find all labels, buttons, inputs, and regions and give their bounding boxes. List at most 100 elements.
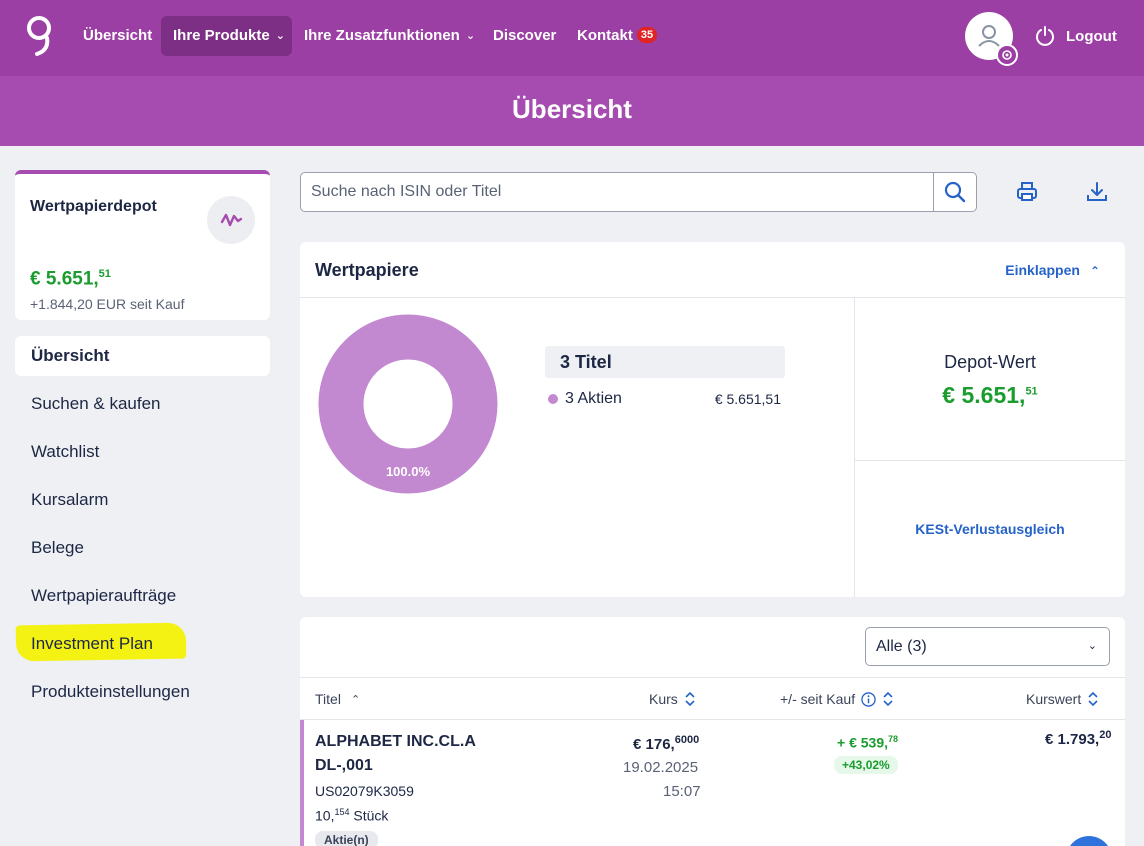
nav-uebersicht[interactable]: Übersicht: [71, 16, 164, 56]
sort-icon: [685, 691, 695, 707]
sidebar-item-label: Watchlist: [31, 442, 100, 461]
logout-button[interactable]: Logout: [1034, 22, 1117, 50]
sidebar-item-label: Wertpapieraufträge: [31, 586, 177, 605]
wertpapiere-card: Wertpapiere Einklappen ⌃ 100.0% 3 Titel 3…: [300, 242, 1125, 597]
logout-label: Logout: [1066, 27, 1117, 45]
depot-wert-main: € 5.651,: [942, 382, 1026, 408]
search-button[interactable]: [933, 173, 976, 211]
sidebar-item-label: Suchen & kaufen: [31, 394, 161, 413]
sidebar-item-produkteinstellungen[interactable]: Produkteinstellungen: [15, 672, 270, 712]
sort-asc-icon: ⌃: [350, 693, 361, 706]
nav-label: Ihre Zusatzfunktionen: [304, 27, 460, 44]
kurs-time: 15:07: [663, 783, 701, 800]
depot-wert-label: Depot-Wert: [944, 352, 1036, 372]
kurswert-value: € 1.793,20: [1045, 729, 1111, 748]
nav-ihre-produkte[interactable]: Ihre Produkte ⌄: [161, 16, 292, 56]
column-header-kurs[interactable]: Kurs: [649, 691, 696, 707]
quantity-unit: Stück: [349, 807, 389, 824]
isin: US02079K3059: [315, 783, 414, 799]
divider: [300, 297, 1125, 298]
gain-main: + € 539,: [837, 734, 888, 751]
notification-badge: 35: [636, 27, 658, 43]
power-icon: [1036, 26, 1054, 46]
sidebar-item-watchlist[interactable]: Watchlist: [15, 432, 270, 472]
divider: [300, 677, 1125, 678]
sidebar-item-uebersicht[interactable]: Übersicht: [15, 336, 270, 376]
column-header-plusminus[interactable]: +/- seit Kauf: [780, 691, 894, 707]
column-header-label: Titel: [315, 691, 341, 707]
kurs-value: € 176,6000: [633, 734, 699, 753]
info-icon[interactable]: [861, 691, 876, 707]
kurs-frac: 6000: [674, 734, 700, 746]
sidebar-item-label: Produkteinstellungen: [31, 682, 190, 701]
chevron-down-icon: ⌄: [275, 30, 285, 42]
nav-discover[interactable]: Discover: [481, 16, 568, 56]
collapse-label: Einklappen: [1005, 262, 1080, 278]
column-header-label: Kurswert: [1026, 691, 1082, 707]
donut-percent-label: 100.0%: [386, 464, 431, 479]
depot-value-cents: 51: [98, 268, 111, 280]
legend-label: 3 Aktien: [565, 390, 622, 407]
kurs-main: € 176,: [633, 736, 675, 753]
nav-label: Übersicht: [83, 27, 153, 44]
print-button[interactable]: [1013, 178, 1041, 206]
sidebar-item-label: Investment Plan: [31, 634, 153, 653]
sidebar-item-label: Übersicht: [31, 346, 110, 365]
column-header-label: Kurs: [649, 691, 678, 707]
user-icon: [978, 25, 1000, 47]
sidebar-item-wertpapierauftraege[interactable]: Wertpapieraufträge: [15, 576, 270, 616]
collapse-button[interactable]: Einklappen ⌃: [1005, 262, 1100, 278]
kurs-date: 19.02.2025: [623, 759, 699, 776]
security-name-line: ALPHABET INC.CL.A: [315, 733, 476, 750]
gain-frac: 78: [888, 734, 899, 744]
sidebar-item-label: Kursalarm: [31, 490, 109, 509]
depot-value-main: € 5.651,: [30, 268, 99, 290]
nav-label: Kontakt: [577, 27, 633, 44]
depot-wert-value: € 5.651,51: [855, 382, 1125, 409]
asset-type-tag: Aktie(n): [315, 831, 378, 846]
legend-value: € 5.651,51: [714, 391, 781, 407]
depot-summary-card[interactable]: Wertpapierdepot € 5.651,51 +1.844,20 EUR…: [15, 170, 270, 320]
sidebar-item-label: Belege: [31, 538, 84, 557]
nav-kontakt[interactable]: Kontakt 35: [565, 16, 669, 56]
depot-title: Wertpapierdepot: [30, 198, 157, 215]
brand-logo[interactable]: [25, 14, 55, 58]
sidebar-item-belege[interactable]: Belege: [15, 528, 270, 568]
row-category-bar: [300, 720, 304, 846]
asset-type-tag-label: Aktie(n): [315, 831, 378, 846]
depot-wert-cents: 51: [1025, 385, 1038, 398]
quantity-frac: 154: [334, 807, 350, 817]
security-name-line: DL-,001: [315, 757, 373, 774]
chevron-up-icon: ⌃: [1089, 264, 1100, 278]
legend-dot: [548, 394, 558, 404]
sidebar-item-kursalarm[interactable]: Kursalarm: [15, 480, 270, 520]
security-name[interactable]: ALPHABET INC.CL.A DL-,001: [315, 730, 476, 778]
sidebar-item-investment-plan[interactable]: Investment Plan: [15, 624, 270, 664]
donut-slice-aktien[interactable]: [318, 314, 498, 494]
gear-icon: [1002, 50, 1012, 60]
chevron-down-icon: ⌄: [1087, 640, 1097, 652]
nav-label: Ihre Produkte: [173, 27, 270, 44]
search-input[interactable]: [301, 173, 933, 211]
page-title: Übersicht: [512, 94, 632, 124]
column-header-titel[interactable]: Titel ⌃: [315, 691, 360, 707]
chevron-down-icon: ⌄: [465, 30, 476, 42]
divider: [300, 719, 1125, 720]
download-button[interactable]: [1083, 178, 1111, 206]
kest-link[interactable]: KESt-Verlustausgleich: [915, 521, 1065, 537]
filter-select[interactable]: Alle (3) ⌄: [865, 627, 1110, 666]
gain-percent-pill: +43,02%: [834, 756, 898, 774]
download-icon: [1087, 182, 1107, 201]
kurswert-frac: 20: [1099, 729, 1112, 741]
nav-zusatzfunktionen[interactable]: Ihre Zusatzfunktionen ⌄: [292, 16, 487, 56]
legend-item: 3 Aktien € 5.651,51: [545, 390, 785, 408]
titel-count: 3 Titel: [545, 346, 785, 378]
avatar-settings-badge[interactable]: [996, 44, 1018, 66]
print-icon: [1017, 182, 1037, 201]
column-header-kurswert[interactable]: Kurswert: [1026, 691, 1099, 707]
floating-action-button[interactable]: [1066, 836, 1112, 846]
sidebar-item-suchen-kaufen[interactable]: Suchen & kaufen: [15, 384, 270, 424]
quantity-main: 10,: [315, 807, 335, 824]
nav-label: Discover: [493, 27, 557, 44]
divider: [854, 297, 855, 597]
